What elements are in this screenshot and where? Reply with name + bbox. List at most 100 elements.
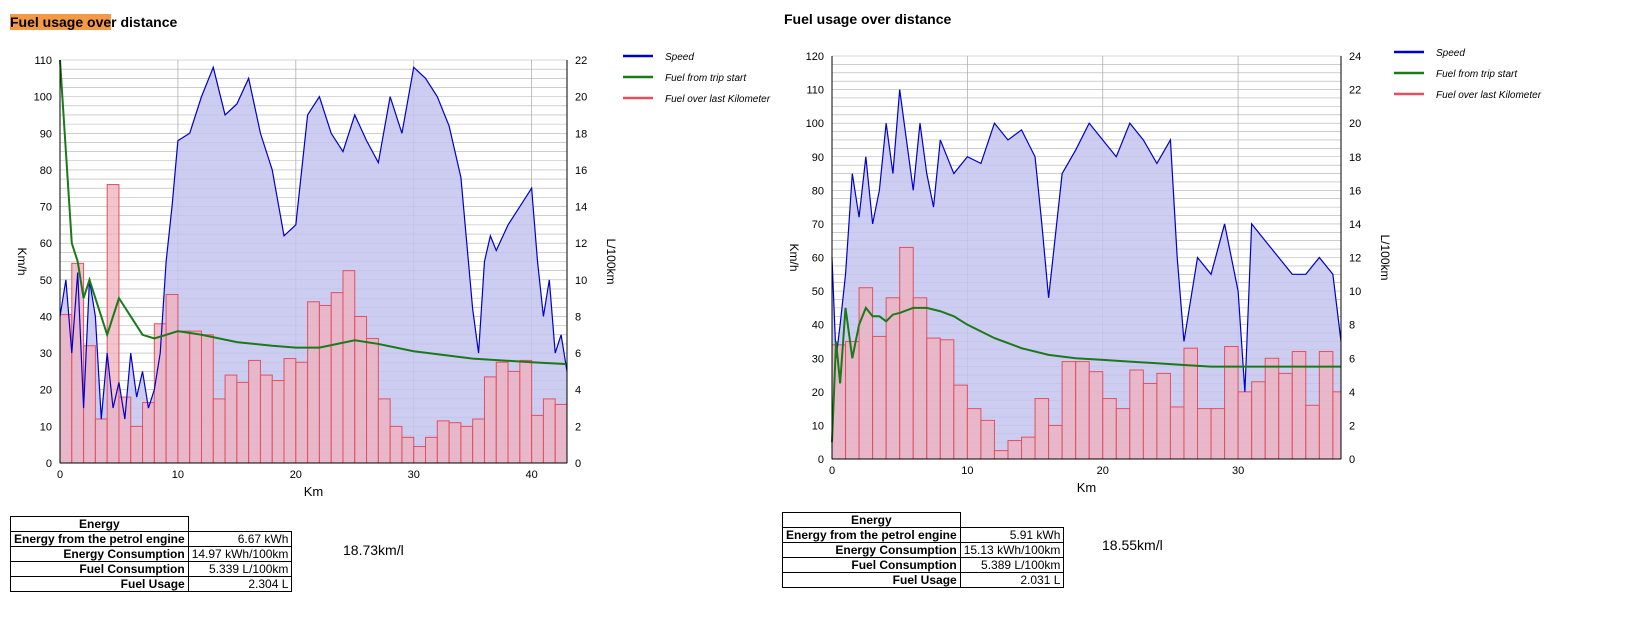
fuel-efficiency-value: 18.55km/l — [1102, 537, 1163, 553]
x-tick-label: 30 — [1232, 465, 1244, 477]
chart-title: Fuel usage over distance — [10, 14, 177, 30]
fuel-km-bar — [342, 270, 356, 464]
fuel-km-bar — [106, 184, 120, 464]
fuel-km-bar — [872, 335, 887, 460]
fuel-km-bar — [425, 436, 438, 464]
legend-label: Fuel from trip start — [1436, 69, 1518, 80]
fuel-km-bar — [1156, 372, 1171, 460]
table-row: Fuel Consumption 5.339 L/100km — [10, 561, 293, 577]
fuel-km-bar — [401, 436, 415, 464]
y-tick-label: 10 — [40, 421, 52, 433]
table-row: Energy from the petrol engine 6.67 kWh — [10, 531, 293, 547]
y-tick-label: 30 — [812, 353, 824, 365]
fuel-km-bar — [1264, 357, 1280, 460]
fuel-km-bar — [1237, 391, 1253, 460]
y2-tick-label: 14 — [1349, 219, 1361, 231]
fuel-km-bar — [1278, 372, 1293, 460]
y-tick-label: 70 — [40, 202, 52, 214]
y2-tick-label: 10 — [575, 275, 587, 287]
fuel-km-bar — [1034, 398, 1050, 460]
legend-label: Speed — [1436, 48, 1465, 59]
x-tick-label: 20 — [290, 469, 302, 481]
y2-axis-label: L/100km — [1378, 234, 1392, 280]
chart-title-rest: Fuel usage over distance — [784, 11, 952, 27]
chart-panel-1: Fuel usage over distance 0 10 20 30 40 50 60 70… — [10, 14, 771, 592]
energy-table-header: Energy — [10, 516, 189, 532]
y2-tick-label: 14 — [575, 202, 587, 214]
fuel-km-bar — [436, 420, 450, 464]
y2-tick-label: 6 — [575, 348, 581, 360]
y-tick-label: 20 — [812, 387, 824, 399]
fuel-km-bar — [1197, 408, 1212, 460]
fuel-km-bar — [460, 425, 474, 464]
speed-line — [831, 89, 1342, 392]
y2-tick-label: 2 — [575, 421, 581, 433]
y-axis-label: Km/h — [15, 247, 29, 275]
x-axis-label: Km — [304, 484, 324, 499]
table-row: Energy from the petrol engine 5.91 kWh — [782, 527, 1065, 543]
fuel-km-bar — [142, 402, 155, 464]
fuel-km-bar — [483, 376, 497, 464]
chart-panel-2: Fuel usage over distance 0 10 20 30 40 50 60 70… — [782, 0, 1648, 639]
fuel-km-bar — [885, 297, 901, 460]
fuel-km-bar — [94, 418, 108, 464]
fuel-km-bar — [295, 361, 309, 464]
y-tick-label: 20 — [40, 385, 52, 397]
fuel-km-bar — [413, 446, 427, 464]
fuel-km-bar — [1075, 361, 1090, 460]
fuel-km-bar — [165, 293, 179, 464]
fuel-km-bar — [980, 419, 995, 460]
y-tick-label: 50 — [40, 275, 52, 287]
chart-title-rest: r distance — [111, 14, 178, 30]
y2-tick-label: 10 — [1349, 286, 1361, 298]
table-row: Energy Consumption 14.97 kWh/100km — [10, 546, 293, 562]
fuel-km-bar — [448, 422, 462, 464]
fuel-km-bar — [953, 384, 968, 460]
y-tick-label: 110 — [34, 55, 52, 67]
y2-tick-label: 8 — [575, 311, 581, 323]
x-tick-label: 0 — [57, 469, 63, 481]
y2-tick-label: 18 — [1349, 152, 1361, 164]
fuel-km-bar — [1169, 406, 1185, 460]
y2-tick-label: 12 — [575, 238, 587, 250]
y2-tick-label: 6 — [1349, 353, 1355, 365]
y2-tick-label: 20 — [575, 92, 587, 104]
fuel-efficiency-value: 18.73km/l — [343, 542, 404, 558]
fuel-km-bar — [377, 398, 391, 464]
y2-axis-label: L/100km — [604, 238, 618, 284]
y-tick-label: 60 — [40, 238, 52, 250]
y2-tick-label: 24 — [1349, 51, 1361, 63]
fuel-distance-chart: 0102030405060708090100110120024681012141… — [787, 48, 1542, 495]
energy-table: Energy Energy from the petrol engine 6.67… — [10, 516, 293, 592]
y-tick-label: 70 — [812, 219, 824, 231]
legend-label: Fuel from trip start — [665, 73, 747, 84]
table-row: Energy Consumption 15.13 kWh/100km — [782, 542, 1065, 558]
y2-tick-label: 4 — [575, 385, 581, 397]
legend-label: Fuel over last Kilometer — [665, 94, 771, 105]
y2-tick-label: 16 — [1349, 185, 1361, 197]
fuel-km-bar — [531, 414, 544, 464]
y-tick-label: 50 — [812, 286, 824, 298]
y-tick-label: 80 — [40, 165, 52, 177]
fuel-km-bar — [966, 408, 982, 460]
chart-title-highlight: Fuel usage ove — [10, 14, 112, 30]
y-tick-label: 30 — [40, 348, 52, 360]
energy-table: Energy Energy from the petrol engine 5.91… — [782, 512, 1065, 588]
y2-tick-label: 0 — [1349, 454, 1355, 466]
fuel-km-bar — [177, 330, 191, 464]
fuel-km-bar — [248, 359, 261, 464]
fuel-km-bar — [236, 381, 250, 464]
y-tick-label: 60 — [812, 253, 824, 265]
fuel-km-bar — [1007, 440, 1023, 460]
fuel-km-bar — [926, 337, 941, 460]
y2-tick-label: 22 — [575, 55, 587, 67]
fuel-km-bar — [224, 374, 238, 464]
fuel-km-bar — [554, 403, 568, 464]
fuel-km-bar — [130, 425, 144, 464]
legend-label: Fuel over last Kilometer — [1436, 90, 1542, 101]
fuel-km-bar — [1061, 361, 1077, 460]
x-tick-label: 30 — [408, 469, 420, 481]
fuel-km-bar — [318, 304, 332, 464]
fuel-km-bar — [307, 301, 320, 464]
y-tick-label: 110 — [806, 85, 824, 97]
